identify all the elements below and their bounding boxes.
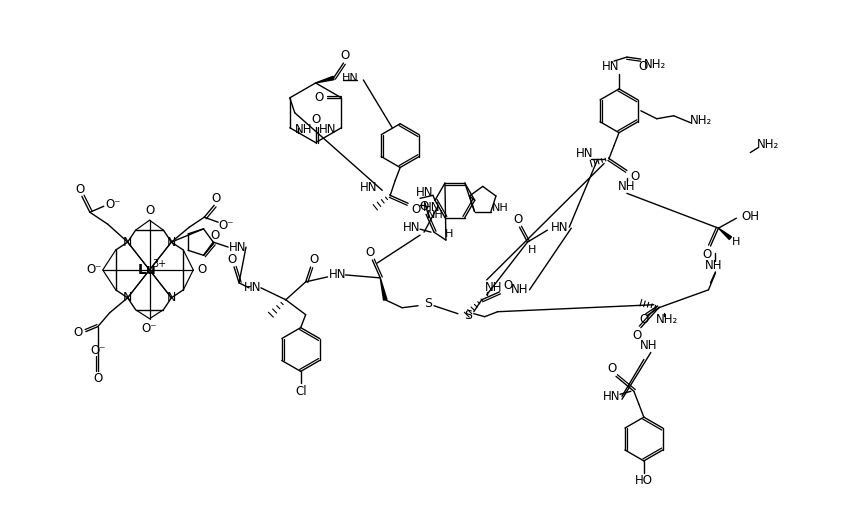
Text: O: O: [73, 326, 83, 339]
Text: O: O: [513, 212, 522, 226]
Text: NH₂: NH₂: [656, 313, 677, 326]
Text: NH₂: NH₂: [690, 114, 712, 127]
Text: Cl: Cl: [295, 385, 306, 398]
Text: HN: HN: [318, 123, 337, 136]
Text: N: N: [167, 236, 176, 249]
Text: O: O: [639, 313, 648, 326]
Text: HN: HN: [329, 268, 346, 281]
Text: HN: HN: [551, 221, 568, 234]
Text: O: O: [198, 264, 207, 277]
Text: O: O: [93, 372, 103, 385]
Text: HO: HO: [635, 474, 652, 488]
Text: O: O: [311, 113, 320, 126]
Text: O: O: [630, 170, 639, 183]
Text: NH: NH: [705, 260, 722, 272]
Text: Lu: Lu: [138, 263, 157, 277]
Text: N: N: [123, 236, 132, 249]
Text: HN: HN: [360, 181, 377, 194]
Text: NH: NH: [492, 203, 509, 214]
Text: O: O: [75, 183, 85, 196]
Text: NH₂: NH₂: [757, 138, 779, 151]
Text: O: O: [366, 246, 375, 258]
Text: O: O: [341, 49, 350, 62]
Text: O: O: [633, 329, 641, 342]
Text: H: H: [732, 237, 740, 247]
Text: 3+: 3+: [153, 259, 167, 269]
Text: O: O: [608, 362, 617, 375]
Text: NH: NH: [511, 283, 528, 296]
Text: HN: HN: [342, 73, 359, 83]
Text: O: O: [503, 279, 513, 292]
Polygon shape: [316, 77, 334, 83]
Text: HN: HN: [230, 240, 247, 253]
Text: H: H: [528, 245, 537, 255]
Text: H: H: [444, 229, 453, 239]
Text: OH: OH: [741, 210, 759, 223]
Text: O: O: [145, 204, 154, 217]
Polygon shape: [381, 278, 387, 300]
Text: HN: HN: [576, 147, 593, 160]
Text: NH: NH: [485, 281, 502, 294]
Text: O: O: [228, 253, 236, 266]
Text: O: O: [412, 203, 420, 216]
Text: O⁻: O⁻: [142, 322, 157, 335]
Text: O: O: [314, 92, 324, 104]
Text: HN: HN: [603, 390, 620, 403]
Text: HN: HN: [403, 221, 421, 234]
Text: NH: NH: [618, 180, 636, 193]
Text: O⁻: O⁻: [86, 264, 102, 277]
Text: N: N: [167, 291, 176, 305]
Text: N: N: [123, 291, 132, 305]
Text: O: O: [211, 192, 221, 205]
Text: S: S: [463, 309, 472, 322]
Text: O: O: [309, 253, 318, 266]
Text: NH₂: NH₂: [644, 57, 666, 70]
Text: O⁻: O⁻: [105, 198, 121, 211]
Text: O: O: [211, 229, 220, 242]
Text: NH: NH: [640, 339, 658, 352]
Text: O: O: [419, 200, 429, 213]
Text: HN: HN: [416, 186, 434, 199]
Text: NH: NH: [426, 210, 444, 220]
Text: HN: HN: [423, 201, 441, 214]
Text: S: S: [424, 297, 432, 310]
Text: HN: HN: [244, 281, 261, 294]
Text: O⁻: O⁻: [218, 219, 234, 232]
Text: NH: NH: [295, 123, 312, 136]
Text: O: O: [639, 59, 647, 72]
Text: O⁻: O⁻: [90, 344, 105, 357]
Polygon shape: [719, 228, 732, 239]
Text: HN: HN: [602, 59, 620, 72]
Text: O: O: [702, 248, 711, 261]
